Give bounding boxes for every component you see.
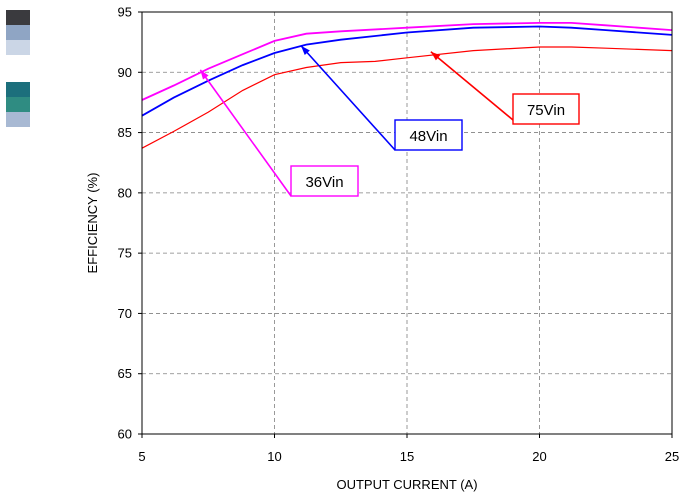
y-tick-label: 90 [118, 65, 132, 80]
annotation-arrowhead-36Vin [200, 69, 209, 80]
y-axis-ticks: 60 65 70 75 80 85 90 95 [118, 5, 142, 442]
legend-swatch-chip [6, 25, 30, 40]
y-tick-label: 60 [118, 427, 132, 442]
legend-swatch-chip [6, 10, 30, 25]
y-tick-label: 85 [118, 125, 132, 140]
annotation-box-48Vin [394, 119, 463, 151]
series-line-36Vin [141, 22, 673, 101]
x-tick-label: 10 [267, 449, 281, 464]
x-tick-label: 20 [532, 449, 546, 464]
x-tick-label: 5 [138, 449, 145, 464]
annotation-arrow-75Vin [430, 51, 514, 121]
y-tick-label: 65 [118, 366, 132, 381]
y-tick-label: 75 [118, 246, 132, 261]
series-line-75Vin [141, 46, 673, 149]
x-tick-label: 15 [400, 449, 414, 464]
x-axis-title: OUTPUT CURRENT (A) [336, 477, 477, 492]
annotation-arrow-36Vin [199, 69, 292, 197]
series-annotations: 36Vin 48Vin 75Vin [199, 45, 580, 197]
y-tick-label: 95 [118, 5, 132, 20]
y-tick-label: 80 [118, 185, 132, 200]
gridlines [142, 12, 672, 434]
legend-swatches [6, 10, 30, 127]
x-axis-ticks: 5 10 15 20 25 [138, 434, 679, 464]
legend-swatch-chip [6, 112, 30, 127]
y-tick-label: 70 [118, 306, 132, 321]
annotation-box-75Vin [512, 93, 580, 125]
y-axis-title: EFFICIENCY (%) [85, 173, 100, 274]
legend-swatch-chip [6, 82, 30, 97]
annotation-label-36Vin: 36Vin [305, 174, 343, 191]
annotation-label-48Vin: 48Vin [409, 128, 447, 145]
annotation-arrow-48Vin [300, 45, 396, 151]
legend-swatch-chip [6, 97, 30, 112]
legend-swatch-chip [6, 40, 30, 55]
annotation-arrowhead-48Vin [301, 45, 310, 56]
annotation-arrowhead-75Vin [430, 51, 441, 61]
annotation-box-36Vin [290, 165, 359, 197]
x-tick-label: 25 [665, 449, 679, 464]
annotation-label-75Vin: 75Vin [527, 102, 565, 119]
